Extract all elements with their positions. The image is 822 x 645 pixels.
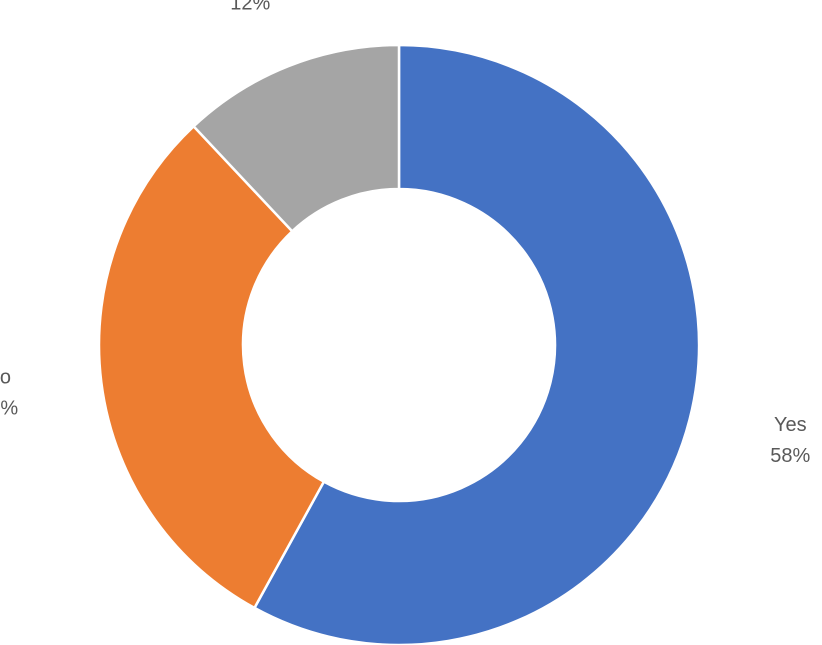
slice-category-label: No — [0, 366, 11, 388]
slice-value-label: 58% — [770, 445, 810, 467]
slice-category-label: Yes — [774, 414, 807, 436]
donut-slice — [252, 43, 701, 645]
donut-slice — [191, 43, 401, 234]
slice-value-label: 12% — [230, 0, 270, 14]
slice-value-label: 30% — [0, 397, 18, 419]
donut-slice — [97, 124, 326, 610]
